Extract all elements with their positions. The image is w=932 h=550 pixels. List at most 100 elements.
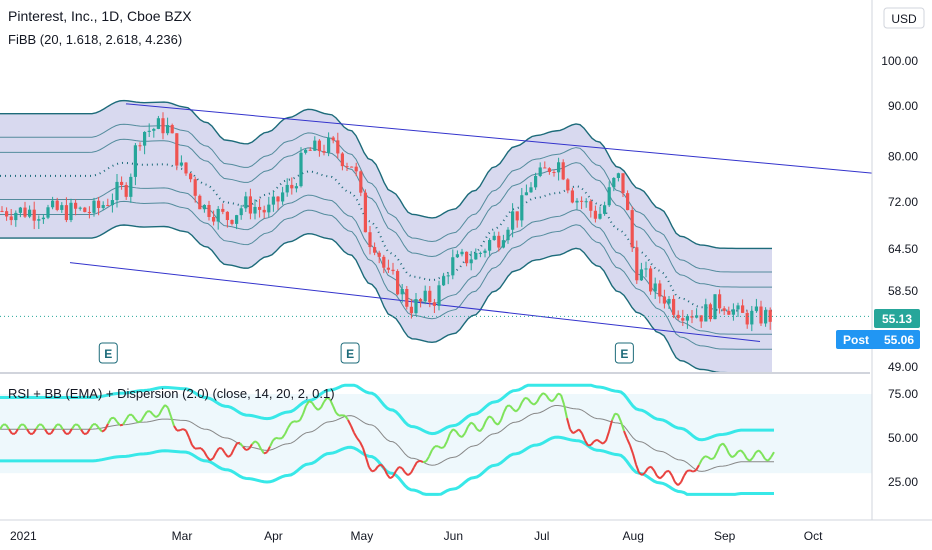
- candle-body: [51, 200, 55, 208]
- rsi-segment: [443, 440, 448, 448]
- rsi-lines: [0, 383, 775, 496]
- candle-body: [501, 240, 505, 248]
- rsi-segment: [578, 428, 583, 434]
- candle-body: [124, 184, 128, 197]
- candle-body: [386, 267, 390, 270]
- rsi-axis[interactable]: 75.00 50.00 25.00: [888, 387, 918, 489]
- rsi-segment: [314, 406, 319, 411]
- rsi-segment: [8, 428, 13, 435]
- candle-body: [170, 125, 174, 134]
- currency-button[interactable]: [883, 7, 925, 29]
- rsi-segment: [689, 469, 694, 473]
- rsi-segment: [410, 466, 415, 474]
- rsi-segment: [554, 393, 559, 399]
- rsi-segment: [449, 428, 454, 435]
- candle-body: [759, 306, 763, 324]
- earnings-marker-box: [340, 342, 360, 364]
- candle-body: [373, 247, 377, 253]
- candle-body: [55, 200, 59, 210]
- price-axis-label: 100.00: [881, 54, 918, 68]
- rsi-segment: [659, 475, 664, 480]
- rsi-segment: [518, 401, 523, 410]
- candle-body: [681, 318, 685, 321]
- candle-body: [83, 207, 87, 213]
- rsi-segment: [644, 467, 649, 474]
- candle-body: [78, 207, 82, 209]
- rsi-pane[interactable]: [0, 383, 872, 496]
- rsi-segment: [263, 451, 268, 455]
- price-axis-label: 64.50: [888, 242, 918, 256]
- rsi-segment: [203, 450, 208, 458]
- rsi-segment: [482, 420, 487, 428]
- price-axis[interactable]: 100.00 90.00 80.00 72.00 64.50 58.50 49.00: [881, 54, 918, 374]
- rsi-segment: [350, 425, 355, 434]
- candle-body: [354, 166, 358, 172]
- candle-body: [313, 140, 317, 151]
- rsi-segment: [329, 398, 334, 407]
- rsi-segment: [764, 458, 769, 462]
- rsi-segment: [437, 445, 442, 449]
- candle-body: [143, 131, 147, 146]
- rsi-segment: [353, 432, 358, 439]
- pane-separator[interactable]: [0, 372, 870, 374]
- rsi-segment: [32, 428, 37, 435]
- rsi-segment: [677, 481, 682, 486]
- earnings-marker-label: E: [104, 347, 112, 361]
- fibb-band-line: [0, 224, 772, 374]
- rsi-segment: [446, 433, 451, 442]
- candle-body: [129, 176, 133, 197]
- candle-body: [23, 207, 27, 217]
- rsi-segment: [731, 454, 736, 459]
- rsi-segment: [17, 424, 22, 430]
- candle-body: [391, 269, 395, 272]
- rsi-basis-line: [0, 404, 774, 472]
- rsi-segment: [59, 424, 64, 431]
- rsi-segment: [374, 465, 379, 471]
- candle-body: [290, 184, 294, 189]
- candle-body: [363, 192, 367, 233]
- rsi-segment: [662, 471, 667, 477]
- rsi-segment: [23, 424, 28, 430]
- rsi-segment: [221, 447, 226, 454]
- rsi-segment: [491, 417, 496, 424]
- rsi-segment: [713, 451, 718, 459]
- rsi-segment: [317, 406, 322, 411]
- rsi-segment: [254, 440, 259, 445]
- rsi-segment: [509, 404, 514, 410]
- rsi-segment: [626, 438, 631, 446]
- rsi-segment: [101, 428, 106, 433]
- candle-body: [0, 210, 4, 212]
- candle-body: [101, 205, 105, 208]
- rsi-segment: [413, 461, 418, 468]
- rsi-legend[interactable]: RSI + BB (EMA) + Dispersion (2.0) (close…: [8, 386, 335, 401]
- time-axis[interactable]: 2021 Mar Apr May Jun Jul Aug Sep Oct: [10, 529, 823, 543]
- candle-body: [603, 205, 607, 214]
- rsi-upper-band: [0, 383, 774, 442]
- fibb-legend[interactable]: FiBB (20, 1.618, 2.618, 4.236): [8, 32, 183, 47]
- rsi-segment: [0, 424, 4, 430]
- time-axis-label: 2021: [10, 529, 37, 543]
- rsi-segment: [260, 448, 265, 454]
- candle-body: [350, 166, 354, 168]
- rsi-segment: [89, 423, 94, 430]
- rsi-segment: [527, 398, 532, 404]
- candle-body: [584, 201, 588, 203]
- rsi-segment: [167, 407, 172, 417]
- rsi-segment: [209, 457, 214, 462]
- rsi-segment: [650, 465, 655, 471]
- fibb-band-lines: [0, 99, 772, 374]
- candle-body: [506, 229, 510, 241]
- candle-body: [110, 200, 114, 206]
- candle-body: [253, 206, 257, 214]
- candle-body: [741, 305, 745, 313]
- rsi-segment: [44, 428, 49, 435]
- rsi-segment: [80, 429, 85, 435]
- rsi-segment: [455, 430, 460, 437]
- candle-body: [750, 310, 754, 325]
- rsi-segment: [593, 438, 598, 443]
- rsi-segment: [107, 417, 112, 425]
- candle-body: [524, 192, 528, 196]
- rsi-segment: [458, 434, 463, 438]
- candle-body: [580, 200, 584, 202]
